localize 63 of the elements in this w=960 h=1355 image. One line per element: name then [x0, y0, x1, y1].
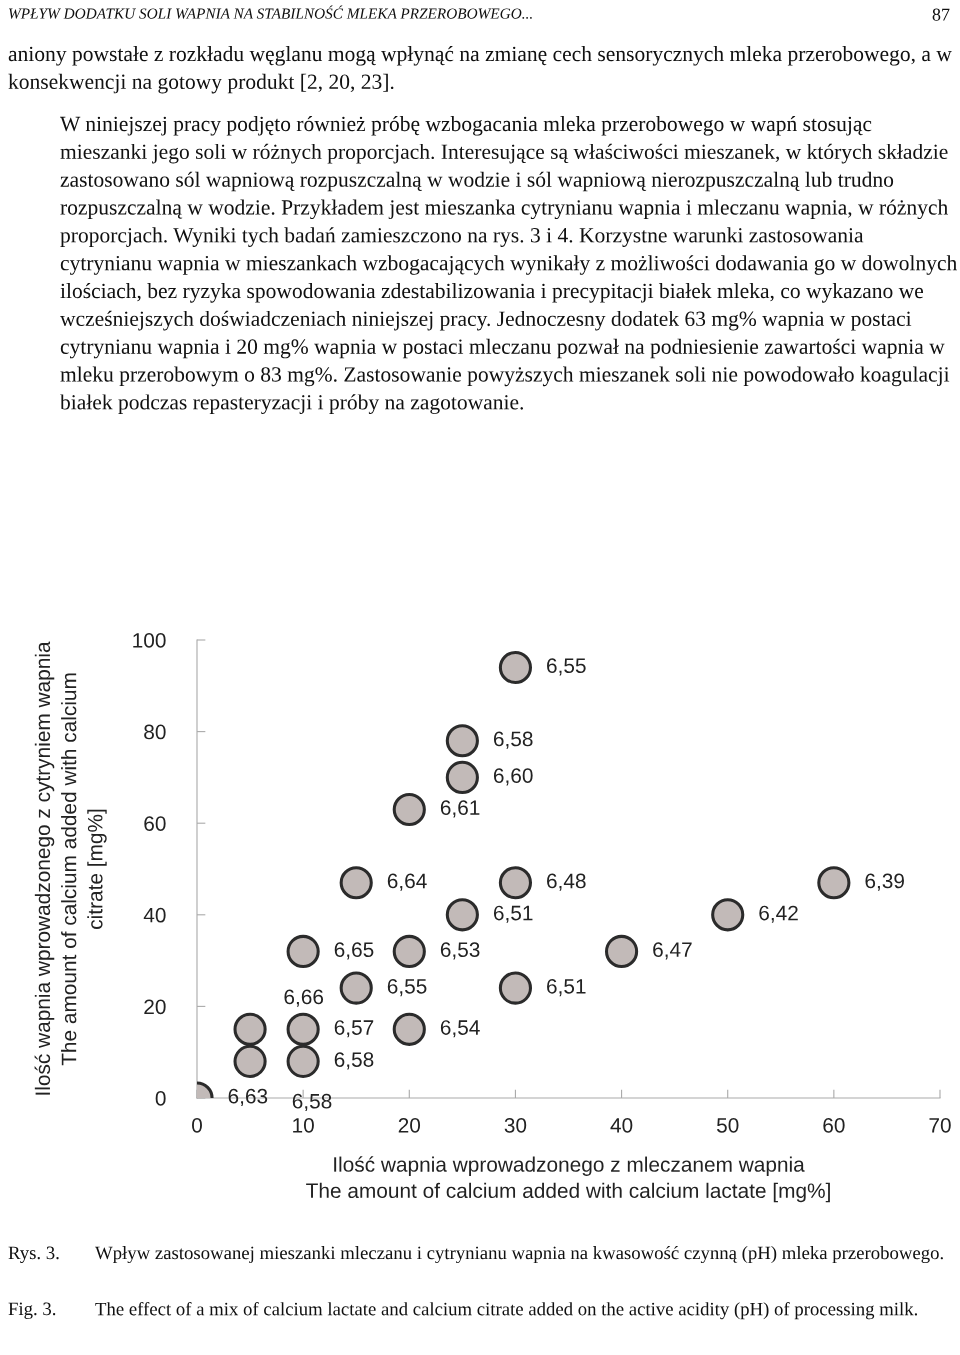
point: [498, 866, 533, 900]
y-tick-label: 0: [155, 1091, 166, 1106]
x-tick-label: 0: [192, 1117, 202, 1133]
x-tick-label: 10: [293, 1117, 314, 1133]
annotation: 6,57: [334, 1020, 374, 1038]
annotation: 6,42: [759, 905, 798, 923]
annotation: 6,48: [547, 873, 586, 891]
point: [445, 898, 479, 932]
annotation: 6,51: [547, 978, 586, 997]
annotation: 6,55: [547, 658, 586, 676]
y-tick-label: 80: [144, 724, 166, 740]
point: [392, 1012, 426, 1046]
annotation: 6,64: [387, 873, 427, 891]
y-axis-title: Ilość wapnia wprowadzonego z cytryniem wapnia The amount of calcium added with calcium citrate [mg%]: [34, 641, 107, 1095]
point: [286, 1012, 320, 1046]
text: W niniejszej pracy podjęto również próbę wzbogacania mleka przerobowego w wapń stosując mieszanki jego soli w różnych proporcjach. Interesujące są właściwości mieszanek, w których składzie zastosowano sól wapniową rozpuszczalną w wodzie i sól wapniową nierozpuszczalną lub trudno rozpuszczalną w wodzie. Przykładem jest mieszanka cytrynianu wapnia i mleczanu wapnia, w różnych proporcjach. Wyniki tych badań zamieszczono na rys. 3 i 4. Korzystne warunki zastosowania cytrynianu wapnia w mieszankach wzbogacających wynikały z możliwości dodawania go w dowolnych ilościach, bez ryzyka spowodowania zdestabilizowania i precypitacji białek mleka, co wykazano we wcześniejszych doświadczeniach niniejszej pracy. Jednoczesny dodatek 63 mg% wapnia w postaci cytrynianu wapnia i 20 mg% wapnia w postaci mleczanu pozwał na podniesienie zawartości wapnia w mleku przerobowym o 83 mg%. Zastosowanie powyższych mieszanek soli nie powodowało koagulacji białek podczas repasteryzacji i próby na zagotowanie.: [60, 116, 958, 414]
annotation: 6,58: [334, 1052, 374, 1070]
x-tick-label: 40: [610, 1117, 633, 1133]
text: aniony powstałe z rozkładu węglanu mogą wpłynąć na zmianę cech sensorycznych mleka przerobowego, a w konsekwencji na gotowy produkt [2, 20, 23].: [8, 46, 952, 94]
point: [392, 792, 426, 827]
point: [233, 1044, 267, 1078]
point: [445, 760, 479, 794]
y-tick-label: 40: [143, 907, 166, 923]
y-tick-label: 20: [144, 999, 166, 1015]
x-tick-label: 60: [823, 1117, 845, 1133]
annotation: 6,58: [292, 1093, 332, 1112]
annotation: 6,66: [284, 989, 324, 1007]
point: [339, 866, 373, 900]
annotation: 6,55: [387, 978, 427, 997]
point: [286, 1044, 320, 1078]
annotation: 6,51: [493, 905, 533, 923]
x-tick-label: 70: [929, 1117, 951, 1133]
annotation: 6,61: [440, 800, 480, 818]
point: [498, 971, 533, 1005]
text: 87: [932, 8, 950, 21]
annotation: 6,53: [440, 942, 480, 960]
text: Rys. 3.: [8, 1246, 59, 1263]
point: [286, 934, 320, 969]
annotation: 6,39: [865, 873, 904, 891]
text: The effect of a mix of calcium lactate and calcium citrate added on the active acidity (pH) of processing milk.: [95, 1302, 918, 1320]
point: [498, 650, 533, 685]
annotation: 6,65: [334, 942, 374, 960]
x-tick-label: 30: [504, 1117, 527, 1133]
annotation: 6,60: [493, 768, 533, 786]
text: Wpływ zastosowanej mieszanki mleczanu i cytrynianu wapnia na kwasowość czynną (pH) mleka przerobowego.: [95, 1246, 943, 1264]
text: WPŁYW DODATKU SOLI WAPNIA NA STABILNOŚĆ MLEKA PRZEROBOWEGO...: [9, 5, 532, 19]
point: [711, 898, 745, 932]
x-axis-title: Ilość wapnia wprowadzonego z mleczanem wapnia The amount of calcium added with calcium lactate [mg%]: [306, 1156, 830, 1203]
annotation: 6,54: [440, 1020, 480, 1038]
point: [392, 934, 426, 969]
point: [604, 934, 639, 969]
y-tick-label: 60: [144, 816, 166, 831]
point: [445, 724, 479, 758]
caption: Fig. 3.: [8, 1302, 56, 1319]
y-tick-label: 100: [133, 633, 166, 648]
annotation: 6,47: [653, 942, 692, 960]
point: [339, 971, 373, 1005]
annotation: 6,63: [228, 1088, 268, 1107]
x-tick-label: 20: [398, 1117, 421, 1133]
point: [817, 866, 851, 900]
annotation: 6,58: [493, 731, 533, 749]
x-tick-label: 50: [716, 1117, 739, 1133]
point: [233, 1012, 267, 1046]
